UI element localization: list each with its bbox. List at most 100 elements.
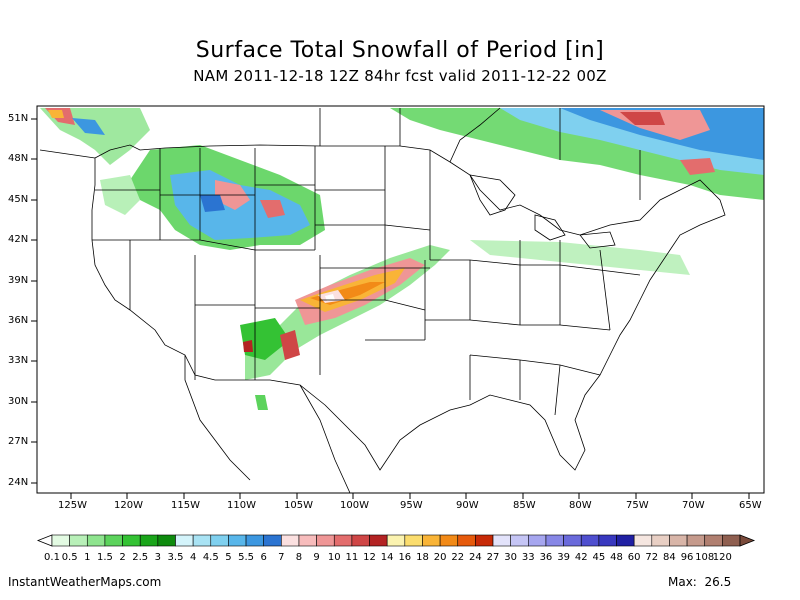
colorbar-label: 16 [398, 552, 412, 563]
colorbar-label: 36 [539, 552, 553, 563]
colorbar-swatch [228, 534, 247, 547]
colorbar-swatch [139, 534, 159, 547]
lat-label: 24N [8, 477, 29, 488]
lat-label: 39N [8, 275, 29, 286]
colorbar-label: 3.5 [167, 552, 184, 563]
colorbar-swatch [704, 534, 723, 547]
map-borders [39, 107, 726, 493]
max-value-readout: Max: 26.5 [668, 575, 731, 589]
colorbar-swatch [616, 534, 635, 547]
colorbar-label: 12 [363, 552, 376, 563]
colorbar-swatch [545, 534, 564, 547]
lat-label: 45N [8, 194, 29, 205]
colorbar-label: 4 [189, 552, 197, 563]
colorbar-swatch [333, 534, 353, 547]
lon-ticks [70, 493, 750, 499]
max-value: 26.5 [704, 575, 732, 589]
lon-label: 65W [739, 500, 762, 511]
lon-label: 100W [340, 500, 369, 511]
colorbar-label: 48 [610, 552, 623, 563]
colorbar-swatch [157, 534, 176, 547]
colorbar-label: 1.5 [96, 552, 113, 563]
colorbar-swatch [439, 534, 459, 547]
lat-label: 51N [8, 113, 29, 124]
colorbar-swatch [598, 534, 617, 547]
colorbar-swatch [422, 534, 441, 547]
colorbar-label: 33 [521, 552, 535, 563]
colorbar-label: 6 [260, 552, 267, 563]
lon-label: 70W [682, 500, 705, 511]
colorbar-swatch [492, 534, 511, 547]
colorbar-label: 30 [504, 552, 518, 563]
colorbar-swatch [633, 534, 653, 547]
lat-label: 33N [8, 355, 29, 366]
colorbar-swatch [528, 534, 547, 547]
lon-label: 110W [227, 500, 256, 511]
colorbar-label: 22 [451, 552, 465, 563]
colorbar-label: 14 [380, 552, 394, 563]
colorbar-swatch [51, 534, 70, 547]
snowfall-shading [40, 108, 764, 410]
colorbar-swatch [298, 534, 317, 547]
colorbar-label: 7 [278, 552, 285, 563]
colorbar-label: 45 [592, 552, 606, 563]
colorbar-label: 27 [486, 552, 500, 563]
colorbar-swatch [245, 534, 264, 547]
colorbar-swatch [69, 534, 88, 547]
colorbar-label: 24 [469, 552, 482, 563]
colorbar-swatch [210, 534, 229, 547]
colorbar-label: 5 [225, 552, 232, 563]
colorbar-label: 84 [663, 552, 676, 563]
colorbar-swatch [475, 534, 494, 547]
colorbar-label: 2.5 [132, 552, 149, 563]
lon-label: 105W [284, 500, 313, 511]
colorbar-swatch [122, 534, 141, 547]
colorbar-swatch [281, 534, 300, 547]
lon-label: 95W [400, 500, 423, 511]
lon-label: 120W [114, 500, 143, 511]
colorbar-swatch [386, 534, 406, 547]
colorbar-swatch [510, 534, 529, 547]
lat-ticks [31, 118, 37, 484]
colorbar-label: 96 [680, 552, 694, 563]
colorbar-swatch [263, 534, 282, 547]
colorbar-swatch [369, 534, 388, 547]
lat-label: 42N [8, 234, 29, 245]
colorbar-right-arrow [739, 534, 756, 547]
colorbar-swatch [104, 534, 123, 547]
lon-label: 85W [513, 500, 536, 511]
colorbar-swatch [722, 534, 741, 547]
colorbar-swatch [669, 534, 688, 547]
colorbar-swatch [457, 534, 476, 547]
colorbar-label: 120 [712, 552, 732, 563]
lon-label: 75W [626, 500, 649, 511]
colorbar-label: 10 [327, 552, 341, 563]
colorbar-swatch [563, 534, 582, 547]
colorbar-label: 8 [295, 552, 303, 563]
lat-label: 48N [8, 153, 29, 164]
map-subtitle: NAM 2011-12-18 12Z 84hr fcst valid 2011-… [193, 67, 607, 85]
colorbar-label: 0.5 [61, 552, 78, 563]
colorbar-label: 1 [84, 552, 91, 563]
colorbar-label: 9 [313, 552, 320, 563]
source-credit: InstantWeatherMaps.com [8, 575, 162, 589]
colorbar-label: 5.5 [238, 552, 254, 563]
colorbar-label: 39 [557, 552, 570, 563]
colorbar-swatch [316, 534, 335, 547]
colorbar-swatch [651, 534, 670, 547]
colorbar-swatch [580, 534, 600, 547]
colorbar-swatch [686, 534, 706, 547]
colorbar-label: 3 [154, 552, 162, 563]
colorbar-label: 0.1 [44, 552, 60, 563]
lon-label: 80W [569, 500, 592, 511]
colorbar-label: 20 [433, 552, 447, 563]
map-title: Surface Total Snowfall of Period [in] [195, 38, 605, 63]
colorbar-label: 2 [119, 552, 126, 563]
colorbar-swatch [404, 534, 423, 547]
lat-label: 36N [8, 315, 29, 326]
colorbar-label: 60 [627, 552, 641, 563]
colorbar-swatch [86, 534, 106, 547]
colorbar-label: 11 [345, 552, 359, 563]
